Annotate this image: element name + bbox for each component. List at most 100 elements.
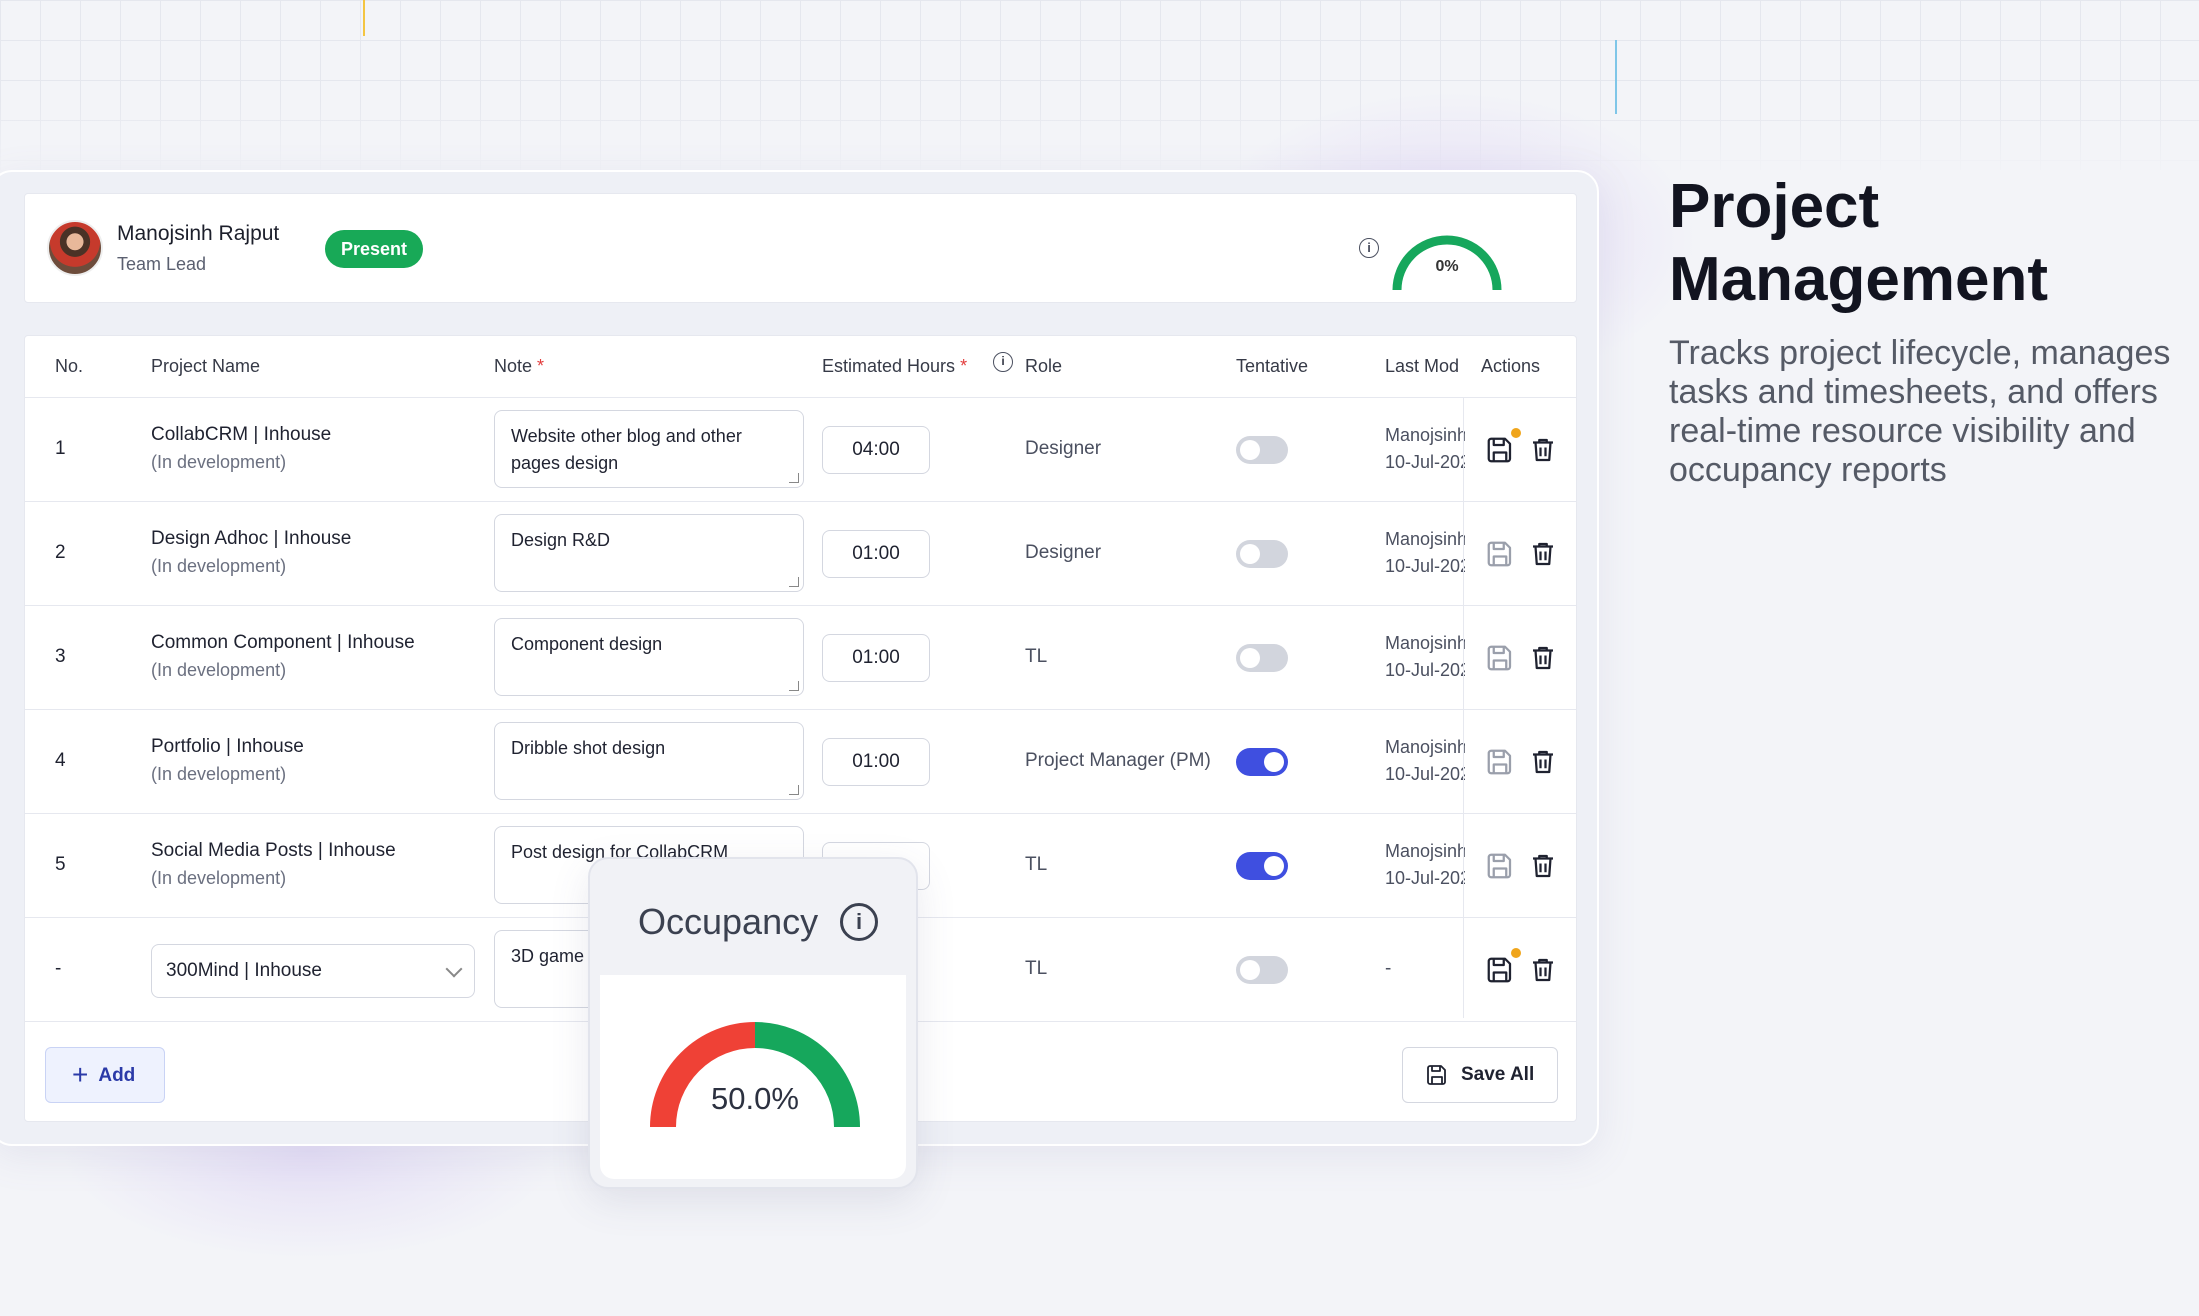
tentative-toggle[interactable] xyxy=(1236,436,1288,464)
save-icon[interactable] xyxy=(1485,434,1515,466)
hours-input[interactable]: 01:00 xyxy=(822,738,930,786)
feature-description: Tracks project lifecycle, manages tasks … xyxy=(1669,334,2171,489)
modified-on: 10-Jul-2025 xyxy=(1385,452,1465,472)
role-text: Designer xyxy=(1025,438,1102,459)
role-text: TL xyxy=(1025,854,1048,875)
project-cell: Social Media Posts | Inhouse (In developm… xyxy=(151,840,396,889)
project-name[interactable]: Design Adhoc | Inhouse xyxy=(151,528,352,549)
last-modified: Manojsinh 10-Jul-2025 xyxy=(1385,526,1465,580)
tentative-toggle[interactable] xyxy=(1236,540,1288,568)
save-icon[interactable] xyxy=(1485,746,1515,778)
project-cell: Design Adhoc | Inhouse (In development) xyxy=(151,528,351,577)
table-row: 2 Design Adhoc | Inhouse (In development) D… xyxy=(25,502,1576,606)
project-status: (In development) xyxy=(151,660,287,680)
last-modified: Manojsinh 10-Jul-2025 xyxy=(1385,734,1465,788)
info-icon[interactable]: i xyxy=(1359,238,1379,258)
column-header-last-modified: Last Mod xyxy=(1385,356,1460,376)
save-all-button[interactable]: Save All xyxy=(1402,1047,1558,1103)
column-header-actions: Actions xyxy=(1481,356,1541,376)
project-name[interactable]: Social Media Posts | Inhouse xyxy=(151,840,396,861)
note-textarea[interactable]: Dribble shot design xyxy=(494,722,804,800)
project-status: (In development) xyxy=(151,868,287,888)
project-name[interactable]: Portfolio | Inhouse xyxy=(151,736,304,757)
toggle-knob xyxy=(1264,752,1284,772)
feature-title-line: Management xyxy=(1669,245,2048,314)
role-text: TL xyxy=(1025,958,1048,979)
trash-icon[interactable] xyxy=(1528,642,1558,674)
required-mark: * xyxy=(537,356,545,376)
add-button[interactable]: + Add xyxy=(45,1047,165,1103)
row-number: 4 xyxy=(55,750,66,771)
save-all-label: Save All xyxy=(1461,1064,1535,1085)
mini-gauge-percent: 0% xyxy=(1435,258,1459,275)
modified-on: 10-Jul-2025 xyxy=(1385,556,1465,576)
toggle-knob xyxy=(1264,856,1284,876)
required-mark: * xyxy=(960,356,968,376)
trash-icon[interactable] xyxy=(1528,434,1558,466)
trash-icon[interactable] xyxy=(1528,954,1558,986)
modified-on: 10-Jul-2025 xyxy=(1385,660,1465,680)
hours-header-label: Estimated Hours xyxy=(822,356,956,376)
save-icon[interactable] xyxy=(1485,538,1515,570)
toggle-knob xyxy=(1240,544,1260,564)
hours-input[interactable]: 01:00 xyxy=(822,634,930,682)
trash-icon[interactable] xyxy=(1528,746,1558,778)
save-icon xyxy=(1427,1065,1446,1085)
trash-icon[interactable] xyxy=(1528,850,1558,882)
column-header-no: No. xyxy=(55,356,84,376)
tentative-toggle[interactable] xyxy=(1236,956,1288,984)
project-select[interactable]: 300Mind | Inhouse xyxy=(151,944,475,998)
actions-divider xyxy=(1463,398,1464,1018)
note-textarea[interactable]: Component design xyxy=(494,618,804,696)
role-text: Project Manager (PM) xyxy=(1025,750,1211,771)
toggle-knob xyxy=(1240,440,1260,460)
occupancy-title: Occupancy xyxy=(638,901,819,942)
save-icon[interactable] xyxy=(1485,850,1515,882)
user-role: Team Lead xyxy=(117,254,207,274)
plus-icon: + xyxy=(72,1059,89,1090)
note-textarea[interactable]: Website other blog and other pages desig… xyxy=(494,410,804,488)
project-name[interactable]: CollabCRM | Inhouse xyxy=(151,424,332,445)
user-name: Manojsinh Rajput xyxy=(117,222,280,245)
info-icon[interactable]: i xyxy=(993,352,1013,372)
info-icon[interactable]: i xyxy=(840,903,878,941)
toggle-knob xyxy=(1240,960,1260,980)
save-icon[interactable] xyxy=(1485,642,1515,674)
trash-icon[interactable] xyxy=(1528,538,1558,570)
occupancy-gauge-panel xyxy=(600,975,906,1179)
project-cell: Portfolio | Inhouse (In development) xyxy=(151,736,304,785)
user-header-card: Manojsinh Rajput Team Lead Present i 0% xyxy=(24,193,1577,303)
project-status: (In development) xyxy=(151,556,287,576)
occupancy-mini-gauge xyxy=(1392,235,1502,291)
avatar[interactable] xyxy=(47,220,103,276)
row-number: 5 xyxy=(55,854,66,875)
row-number: 1 xyxy=(55,438,66,459)
project-cell: Common Component | Inhouse (In developmen… xyxy=(151,632,415,681)
last-modified: - xyxy=(1385,958,1392,979)
tentative-toggle[interactable] xyxy=(1236,748,1288,776)
modified-on: 10-Jul-2025 xyxy=(1385,868,1465,888)
row-number: 2 xyxy=(55,542,66,563)
gauge-segment-free xyxy=(754,1022,860,1128)
hours-input[interactable]: 01:00 xyxy=(822,530,930,578)
occupancy-gauge xyxy=(650,1022,860,1128)
status-badge: Present xyxy=(325,230,424,268)
background-fade xyxy=(0,100,2199,180)
accent-line xyxy=(363,0,365,36)
tentative-toggle[interactable] xyxy=(1236,644,1288,672)
modified-by: Manojsinh xyxy=(1385,425,1465,445)
column-header-tentative: Tentative xyxy=(1236,356,1309,376)
tentative-toggle[interactable] xyxy=(1236,852,1288,880)
last-modified: Manojsinh 10-Jul-2025 xyxy=(1385,422,1465,476)
save-icon[interactable] xyxy=(1485,954,1515,986)
modified-by: Manojsinh xyxy=(1385,737,1465,757)
unsaved-dot xyxy=(1511,428,1521,438)
column-header-role: Role xyxy=(1025,356,1063,376)
project-name[interactable]: Common Component | Inhouse xyxy=(151,632,415,653)
hours-input[interactable]: 04:00 xyxy=(822,426,930,474)
last-modified: Manojsinh 10-Jul-2025 xyxy=(1385,838,1465,892)
note-textarea[interactable]: Design R&D xyxy=(494,514,804,592)
column-header-project: Project Name xyxy=(151,356,261,376)
role-text: TL xyxy=(1025,646,1048,667)
feature-title-line: Project xyxy=(1669,172,1880,241)
